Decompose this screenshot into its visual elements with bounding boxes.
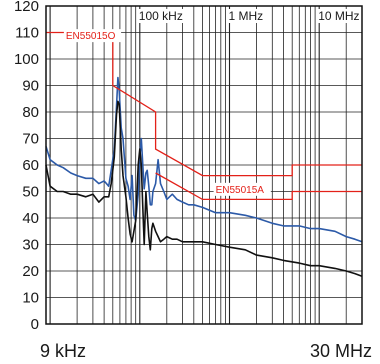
decade-label: 100 kHz bbox=[139, 9, 183, 23]
limit-label: EN55015A bbox=[216, 185, 265, 196]
limit-lines: EN55015O EN55015A bbox=[46, 29, 362, 201]
y-tick-label: 120 bbox=[14, 0, 39, 15]
limit-label: EN55015O bbox=[66, 31, 116, 42]
decade-label-bg bbox=[226, 9, 264, 23]
y-tick-label: 100 bbox=[14, 51, 39, 68]
decade-labels: 100 kHz 1 MHz 10 MHz bbox=[136, 9, 360, 23]
series-line-2 bbox=[45, 100, 363, 278]
limit-label-bg bbox=[63, 29, 122, 43]
decade-label: 1 MHz bbox=[229, 9, 264, 23]
decade-label-bg bbox=[136, 9, 188, 23]
y-tick-label: 80 bbox=[22, 104, 39, 121]
y-tick-label: 60 bbox=[22, 157, 39, 174]
limit-label-bg bbox=[213, 182, 271, 196]
y-tick-label: 30 bbox=[22, 237, 39, 254]
x-end-label: 30 MHz bbox=[310, 341, 372, 361]
y-tick-label: 10 bbox=[22, 290, 39, 307]
measurement-series bbox=[45, 76, 363, 278]
y-tick-label: 40 bbox=[22, 210, 39, 227]
y-tick-label: 20 bbox=[22, 263, 39, 280]
y-tick-label: 110 bbox=[15, 25, 39, 42]
series-line-1 bbox=[45, 76, 363, 243]
decade-label: 10 MHz bbox=[318, 9, 359, 23]
y-tick-labels: 0 10 20 30 40 50 60 70 80 90 100 110 120 bbox=[14, 0, 39, 333]
y-tick-label: 0 bbox=[31, 316, 39, 333]
y-tick-label: 90 bbox=[22, 78, 39, 95]
limit-line-en55015a bbox=[155, 172, 362, 201]
plot-frame bbox=[45, 5, 363, 325]
limit-line-en55015o bbox=[46, 31, 362, 177]
decade-label-bg bbox=[316, 9, 360, 23]
y-tick-label: 70 bbox=[22, 131, 39, 148]
x-start-label: 9 kHz bbox=[40, 341, 86, 361]
y-tick-label: 50 bbox=[22, 184, 39, 201]
